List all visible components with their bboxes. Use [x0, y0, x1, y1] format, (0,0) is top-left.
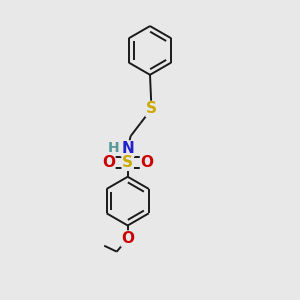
- Text: S: S: [122, 155, 133, 170]
- Text: N: N: [121, 141, 134, 156]
- Text: H: H: [108, 141, 119, 154]
- Text: O: O: [102, 155, 115, 170]
- Text: O: O: [121, 231, 134, 246]
- Text: O: O: [140, 155, 154, 170]
- Text: S: S: [146, 101, 157, 116]
